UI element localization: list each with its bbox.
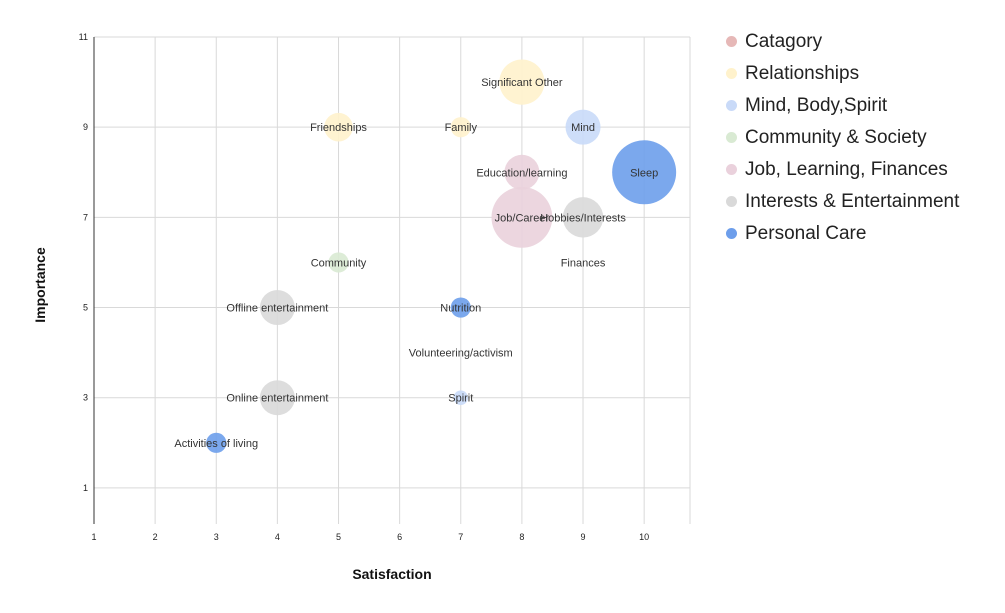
bubble (504, 154, 540, 190)
y-tick-label: 5 (83, 303, 88, 313)
x-tick-label: 3 (214, 532, 219, 542)
bubble-label: Community (311, 257, 367, 269)
bubble-label: Job/Career (495, 212, 550, 224)
bubble-label: Education/learning (476, 167, 567, 179)
legend-label: Job, Learning, Finances (745, 159, 948, 180)
legend-swatch (726, 164, 737, 175)
bubble-label: Finances (561, 257, 606, 269)
legend-item: Job, Learning, Finances (726, 158, 996, 182)
x-tick-label: 7 (458, 532, 463, 542)
legend-swatch (726, 196, 737, 207)
bubble-chart: 1 2 3 4 5 6 7 8 9 10 1 3 5 7 9 11 Significant Other Frie… (32, 32, 691, 582)
legend-swatch (726, 36, 737, 47)
x-tick-label: 8 (519, 532, 524, 542)
bubble-label: Significant Other (481, 77, 563, 89)
bubble (259, 380, 295, 416)
legend-label: Community & Society (745, 127, 927, 148)
y-tick-label: 7 (83, 212, 88, 222)
legend-swatch (726, 100, 737, 111)
bubble (206, 432, 227, 453)
legend-item: Interests & Entertainment (726, 190, 996, 214)
legend-swatch (726, 228, 737, 239)
bubble-label: Sleep (630, 167, 658, 179)
bubble-label: Online entertainment (226, 393, 328, 405)
legend-swatch (726, 68, 737, 79)
bubble (324, 112, 353, 142)
legend-item: Relationships (726, 62, 996, 86)
bubble-label: Offline entertainment (226, 303, 328, 315)
bubble-label: Nutrition (440, 303, 481, 315)
x-tick-label: 9 (581, 532, 586, 542)
bubble (453, 390, 468, 405)
x-tick-label: 2 (153, 532, 158, 542)
bubble (328, 252, 349, 273)
bubble (565, 109, 601, 145)
bubble (450, 117, 471, 138)
legend-swatch (726, 132, 737, 143)
y-tick-label: 11 (79, 32, 88, 42)
legend-label: Catagory (745, 31, 823, 52)
bubble-label: Hobbies/Interests (540, 212, 626, 224)
bubble-label: Volunteering/activism (409, 348, 513, 360)
x-tick-label: 1 (91, 532, 96, 542)
bubble (259, 290, 295, 326)
x-tick-label: 6 (397, 532, 402, 542)
legend-label: Interests & Entertainment (745, 191, 960, 212)
x-axis-title: Satisfaction (352, 566, 431, 582)
axes: 1 2 3 4 5 6 7 8 9 10 1 3 5 7 9 11 (79, 32, 650, 542)
bubble (612, 140, 677, 205)
legend-label: Relationships (745, 63, 860, 84)
y-axis-title: Importance (32, 247, 48, 323)
legend: Catagory Relationships Mind, Body,Spirit Co… (726, 30, 996, 254)
x-tick-label: 10 (639, 532, 649, 542)
bubble-label: Family (445, 122, 478, 134)
bubble-label: Spirit (448, 393, 473, 405)
x-tick-label: 4 (275, 532, 280, 542)
y-tick-label: 1 (83, 483, 88, 493)
legend-item: Community & Society (726, 126, 996, 150)
bubbles (206, 59, 677, 453)
legend-item: Catagory (726, 30, 996, 54)
bubble (450, 297, 471, 318)
y-tick-label: 9 (83, 122, 88, 132)
bubble (491, 186, 553, 248)
gridlines (94, 36, 691, 524)
bubble-label: Activities of living (174, 438, 258, 450)
legend-label: Personal Care (745, 223, 867, 244)
legend-item: Mind, Body,Spirit (726, 94, 996, 118)
legend-item: Personal Care (726, 222, 996, 246)
bubble (562, 197, 604, 238)
x-tick-label: 5 (336, 532, 341, 542)
bubble (499, 59, 545, 105)
bubble-labels: Significant Other Friendships Family Mind Sl… (174, 77, 658, 450)
bubble-label: Mind (571, 122, 595, 134)
y-tick-label: 3 (83, 393, 88, 403)
bubble-label: Friendships (310, 122, 367, 134)
legend-label: Mind, Body,Spirit (745, 95, 888, 116)
